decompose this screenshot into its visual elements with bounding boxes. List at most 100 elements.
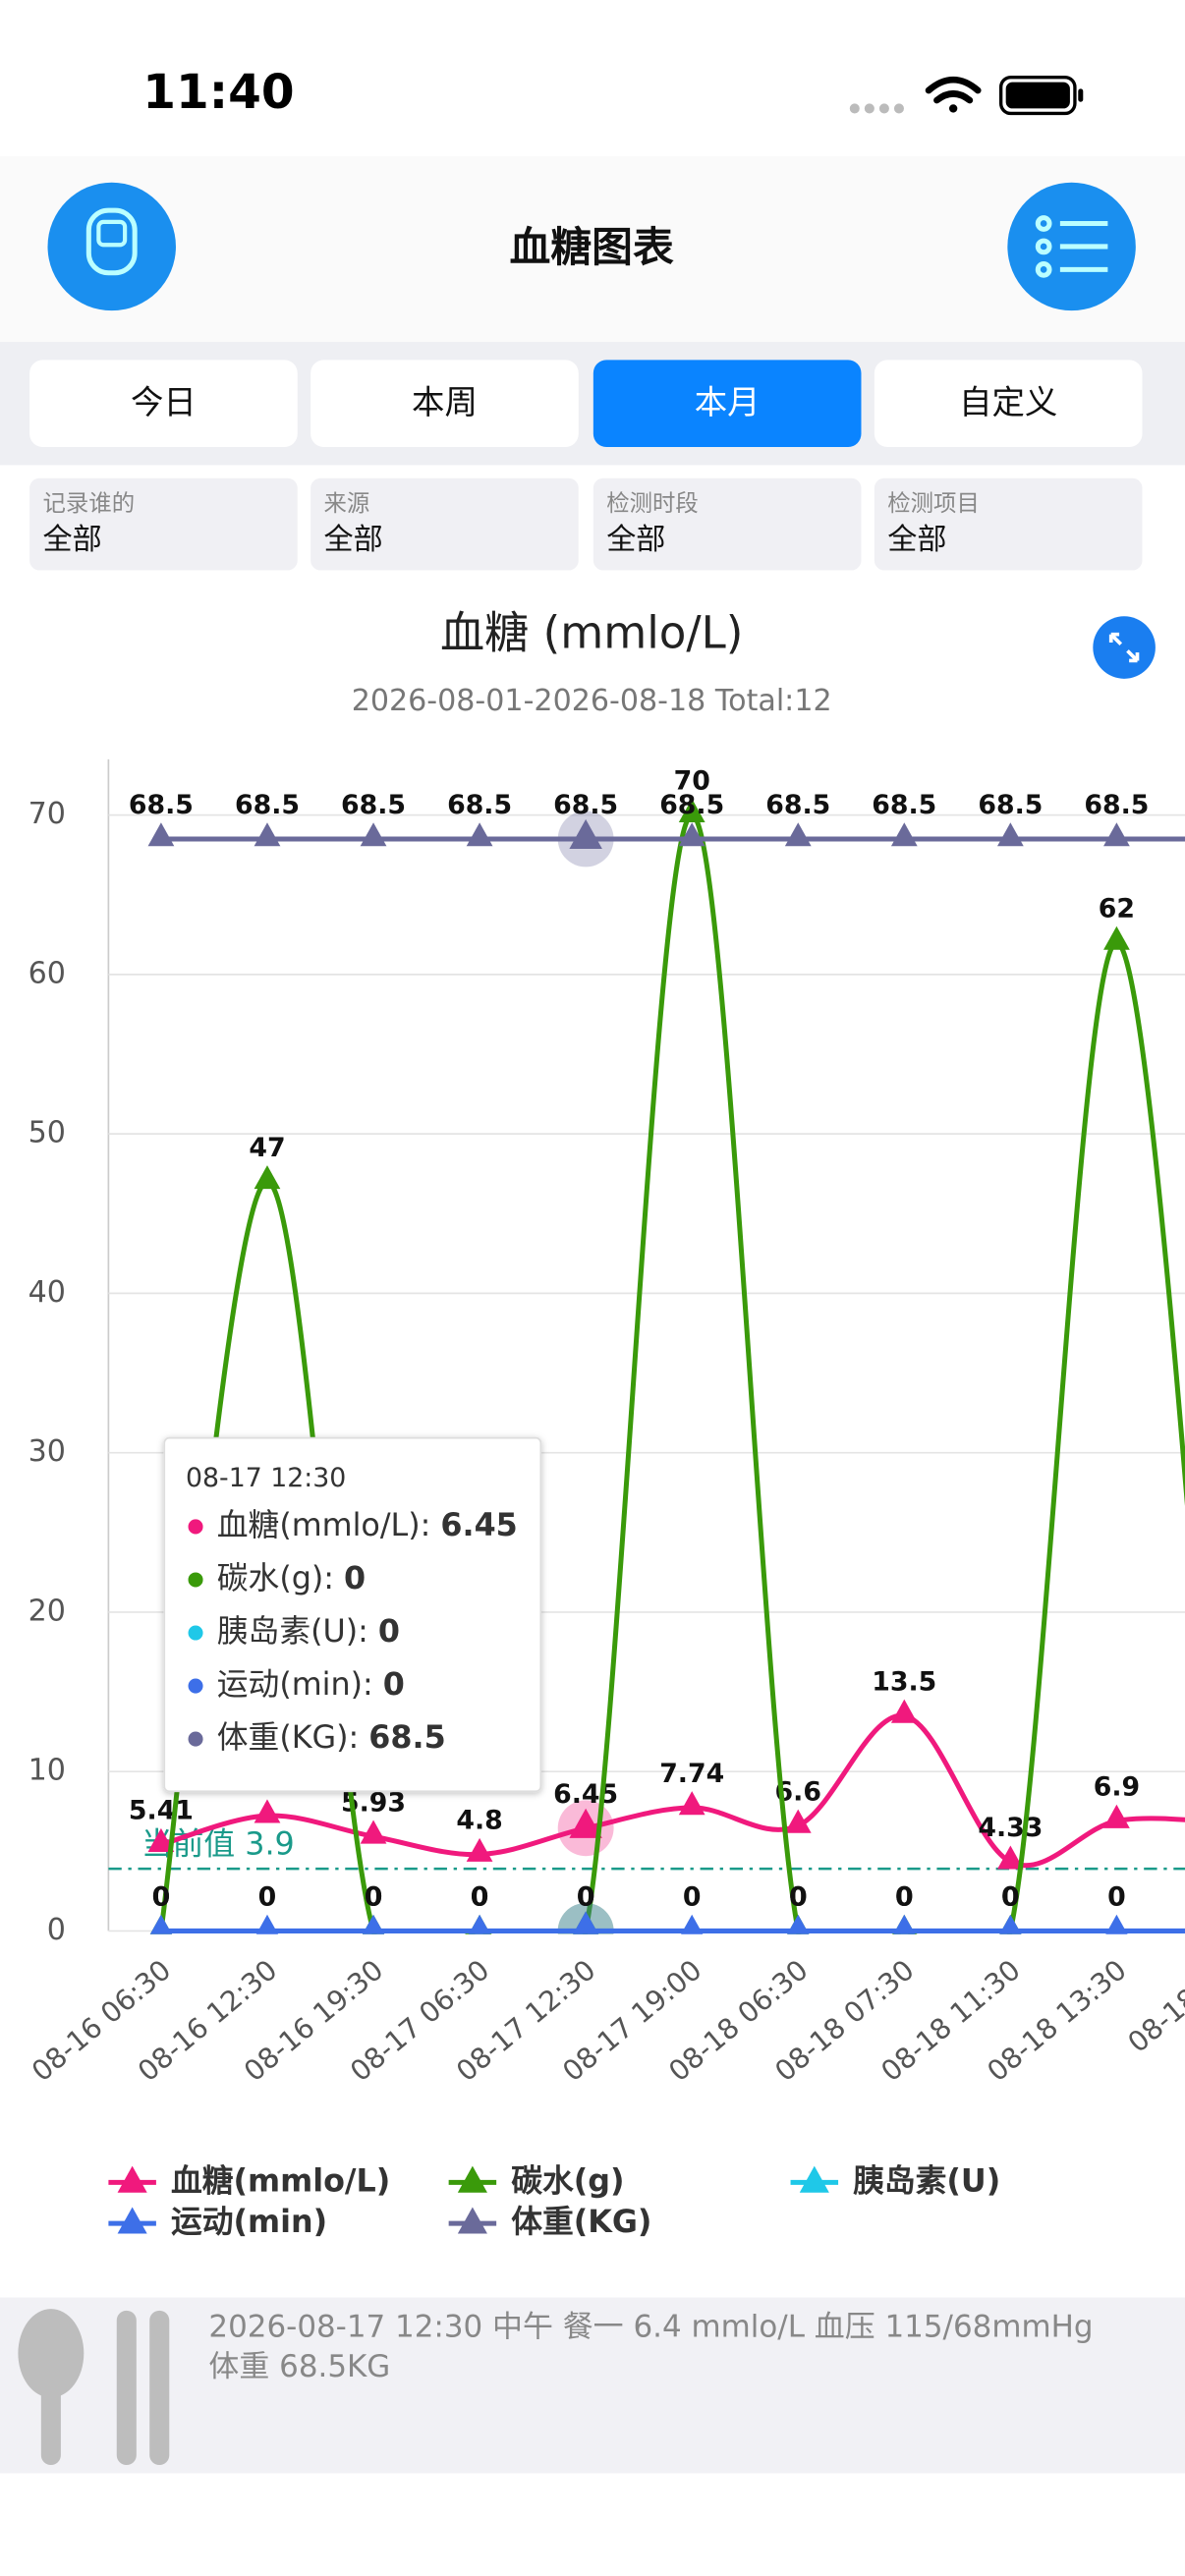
legend-item[interactable]: 碳水(g) xyxy=(448,2163,625,2199)
point-marker xyxy=(147,1827,175,1853)
tab[interactable]: 本周 xyxy=(310,360,579,448)
y-tick-label: 50 xyxy=(28,1116,66,1150)
point-marker xyxy=(468,1914,491,1934)
meal-icon xyxy=(18,2309,170,2466)
data-label: 68.5 xyxy=(978,790,1043,820)
legend-item[interactable]: 胰岛素(U) xyxy=(790,2163,1001,2199)
tooltip-row: 血糖(mmlo/L): 6.45 xyxy=(217,1508,518,1543)
tooltip-bg xyxy=(163,1436,542,1793)
legend-item[interactable]: 运动(min) xyxy=(108,2205,327,2240)
tooltip-label: 体重(KG): xyxy=(217,1720,359,1756)
filter-bg xyxy=(592,477,862,571)
filter-value: 全部 xyxy=(324,523,383,557)
data-label: 0 xyxy=(577,1881,595,1912)
chart-subtitle: 2026-08-01-2026-08-18 Total:12 xyxy=(352,684,832,718)
filter-bg xyxy=(310,477,579,571)
data-label: 70 xyxy=(674,766,710,797)
filter-label: 检测时段 xyxy=(606,489,699,517)
point-marker xyxy=(254,1165,281,1190)
tab-bg xyxy=(592,360,862,448)
point-marker xyxy=(1105,1914,1128,1934)
data-label: 4.33 xyxy=(978,1813,1043,1843)
data-label: 0 xyxy=(1001,1881,1020,1912)
legend-item[interactable]: 血糖(mmlo/L) xyxy=(108,2163,390,2199)
menu-button[interactable] xyxy=(1007,182,1136,311)
record-text: 体重 68.5KG xyxy=(208,2349,390,2384)
tooltip-value: 0 xyxy=(344,1561,366,1596)
point-marker xyxy=(893,1914,916,1934)
point-marker xyxy=(360,822,387,847)
legend-marker xyxy=(117,2207,147,2234)
data-label: 68.5 xyxy=(129,790,194,820)
data-label: 62 xyxy=(1099,893,1135,924)
data-label: 0 xyxy=(152,1881,171,1912)
point-marker xyxy=(784,1809,812,1833)
tooltip-row: 运动(min): 0 xyxy=(217,1667,405,1703)
legend-marker xyxy=(457,2207,487,2234)
tab[interactable]: 本月 xyxy=(592,360,862,448)
filter-value: 全部 xyxy=(42,523,101,557)
data-label: 0 xyxy=(683,1881,702,1912)
point-marker xyxy=(573,1911,599,1934)
data-label: 0 xyxy=(1107,1881,1126,1912)
tooltip-row: 体重(KG): 68.5 xyxy=(217,1720,446,1756)
y-tick-label: 70 xyxy=(28,797,66,831)
tab[interactable]: 自定义 xyxy=(874,360,1143,448)
tooltip-label: 胰岛素(U): xyxy=(217,1614,368,1650)
data-label: 13.5 xyxy=(872,1666,936,1697)
wifi-icon xyxy=(925,76,982,113)
data-label: 68.5 xyxy=(341,790,406,820)
point-marker xyxy=(254,822,281,847)
chart-title: 血糖 (mmlo/L) xyxy=(440,606,743,658)
y-tick-label: 0 xyxy=(47,1913,66,1947)
tab-label: 今日 xyxy=(131,383,197,421)
legend-item[interactable]: 体重(KG) xyxy=(448,2205,652,2240)
data-label: 68.5 xyxy=(235,790,300,820)
record-text: 2026-08-17 12:30 中午 餐一 6.4 mmlo/L 血压 115… xyxy=(208,2310,1093,2345)
data-label: 5.41 xyxy=(129,1796,194,1826)
expand-button[interactable] xyxy=(1093,616,1156,679)
data-label: 6.9 xyxy=(1094,1772,1140,1803)
signal xyxy=(849,103,904,114)
tooltip-value: 0 xyxy=(378,1614,400,1650)
record-card[interactable] xyxy=(0,2297,1185,2474)
tab-bg xyxy=(874,360,1143,448)
tooltip-dot xyxy=(188,1678,203,1694)
point-marker xyxy=(569,818,602,849)
point-marker xyxy=(678,798,705,822)
data-label: 0 xyxy=(152,1881,171,1912)
tooltip-row: 碳水(g): 0 xyxy=(217,1561,366,1596)
data-label: 0 xyxy=(789,1881,808,1912)
filter-value: 全部 xyxy=(606,523,665,557)
point-marker xyxy=(362,1914,385,1934)
legend-marker xyxy=(799,2165,829,2193)
point-marker xyxy=(1103,822,1130,847)
filter-bg xyxy=(874,477,1143,571)
device-button[interactable] xyxy=(47,182,176,311)
data-label: 68.5 xyxy=(553,790,618,820)
point-marker xyxy=(787,1914,810,1934)
tab-label: 自定义 xyxy=(959,383,1057,421)
data-label: 4.8 xyxy=(456,1806,502,1836)
point-marker xyxy=(466,1837,493,1862)
point-marker xyxy=(890,822,918,847)
point-marker xyxy=(996,1845,1024,1870)
legend-label: 血糖(mmlo/L) xyxy=(171,2163,390,2199)
data-label: 0 xyxy=(258,1881,277,1912)
data-label: 0 xyxy=(577,1881,595,1912)
point-marker xyxy=(466,822,493,847)
point-marker xyxy=(149,1914,173,1934)
tooltip-label: 碳水(g): xyxy=(217,1561,334,1596)
filter-label: 检测项目 xyxy=(887,489,980,517)
filter-label: 记录谁的 xyxy=(42,489,135,517)
data-label: 0 xyxy=(1001,1881,1020,1912)
tab[interactable]: 今日 xyxy=(29,360,298,448)
y-tick-label: 60 xyxy=(28,956,66,990)
point-marker xyxy=(681,1914,704,1934)
point-marker xyxy=(360,1820,387,1844)
status-time: 11:40 xyxy=(142,65,294,120)
